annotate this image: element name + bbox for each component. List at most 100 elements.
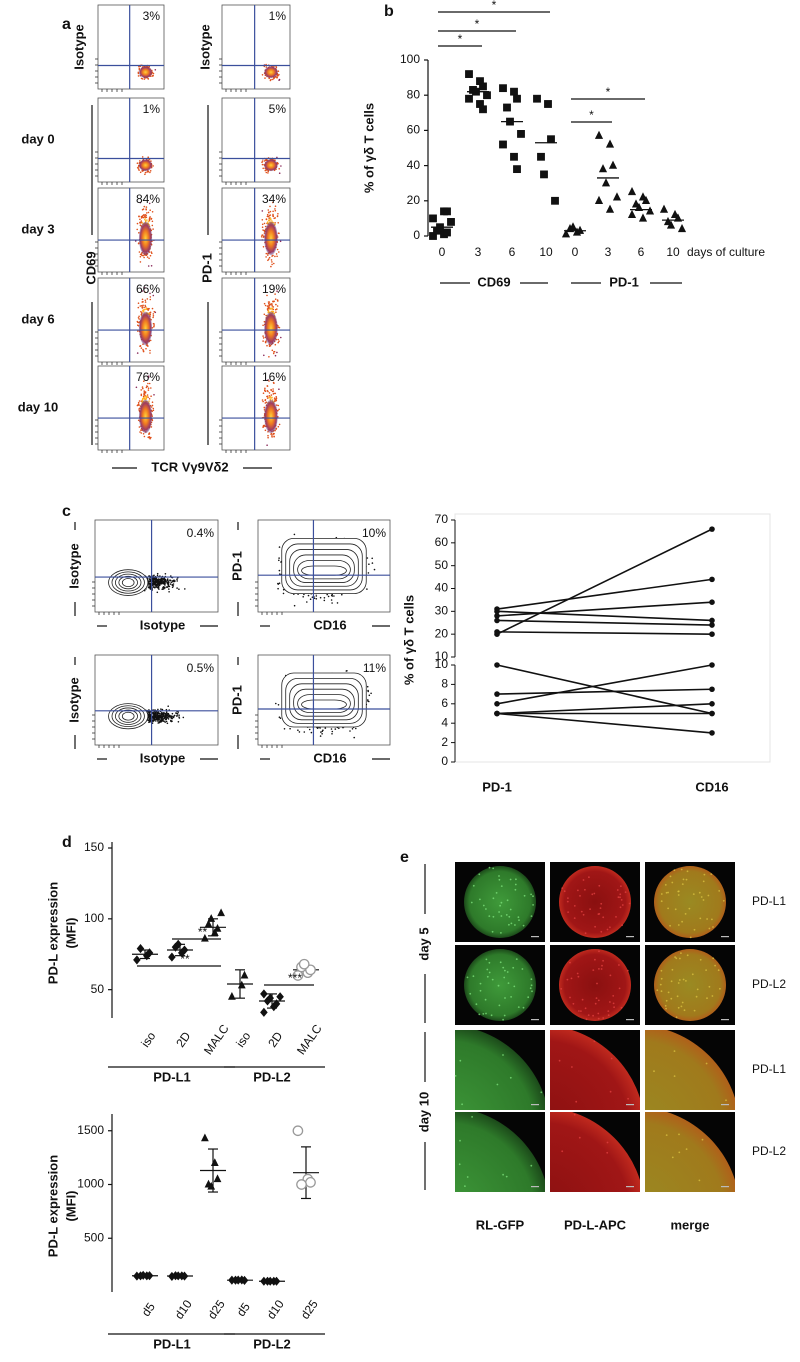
event-dot [266, 172, 268, 174]
event-dot [279, 424, 281, 426]
event-dot [320, 735, 322, 737]
event-dot [267, 172, 269, 174]
event-dot [171, 716, 173, 718]
event-dot [168, 591, 170, 593]
event-dot [279, 570, 281, 572]
event-dot [264, 314, 266, 316]
event-dot [157, 586, 159, 588]
event-dot [172, 584, 174, 586]
event-dot [163, 712, 165, 714]
flow-density [139, 159, 152, 171]
event-dot [294, 534, 296, 536]
event-dot [145, 301, 147, 303]
event-dot [155, 720, 157, 722]
event-dot [136, 229, 138, 231]
event-dot [271, 394, 273, 396]
event-dot [267, 385, 269, 387]
event-dot [268, 212, 270, 214]
event-dot [270, 211, 272, 213]
event-dot [140, 311, 142, 313]
event-dot [275, 398, 277, 400]
x-axis-label: Isotype [140, 617, 186, 632]
event-dot [262, 224, 264, 226]
event-dot [152, 308, 154, 310]
event-dot [172, 580, 174, 582]
event-dot [150, 437, 152, 439]
event-dot [149, 720, 151, 722]
event-dot [306, 601, 308, 603]
event-dot [263, 246, 265, 248]
event-dot [268, 310, 270, 312]
event-dot [161, 713, 163, 715]
event-dot [370, 693, 372, 695]
event-dot [153, 325, 155, 327]
event-dot [138, 72, 140, 74]
day-label: day 3 [21, 221, 54, 236]
event-dot [153, 581, 155, 583]
event-dot [168, 585, 170, 587]
event-dot [150, 312, 152, 314]
event-dot [141, 216, 143, 218]
event-dot [140, 254, 142, 256]
event-dot [272, 350, 274, 352]
event-dot [366, 588, 368, 590]
event-dot [277, 300, 279, 302]
event-dot [264, 388, 266, 390]
event-dot [331, 599, 333, 601]
event-dot [263, 337, 265, 339]
event-dot [277, 213, 279, 215]
x-axis-label: TCR Vγ9Vδ2 [151, 459, 228, 474]
event-dot [141, 432, 143, 434]
flow-density [264, 159, 278, 171]
event-dot [184, 588, 186, 590]
event-dot [267, 214, 269, 216]
event-dot [268, 258, 270, 260]
event-dot [155, 717, 157, 719]
event-dot [278, 70, 280, 72]
event-dot [139, 160, 141, 162]
event-dot [155, 712, 157, 714]
event-dot [270, 396, 272, 398]
event-dot [138, 169, 140, 171]
event-dot [278, 409, 280, 411]
event-dot [265, 402, 267, 404]
event-dot [157, 575, 159, 577]
event-dot [140, 222, 142, 224]
event-dot [137, 162, 139, 164]
event-dot [172, 713, 174, 715]
event-dot [142, 349, 144, 351]
event-dot [137, 321, 139, 323]
event-dot [142, 399, 144, 401]
event-dot [270, 389, 272, 391]
quadrant-percent: 5% [269, 102, 287, 116]
flow-density [139, 66, 152, 78]
event-dot [279, 582, 281, 584]
event-dot [275, 298, 277, 300]
event-dot [156, 718, 158, 720]
event-dot [278, 405, 280, 407]
event-dot [157, 715, 159, 717]
event-dot [147, 298, 149, 300]
event-dot [152, 75, 154, 77]
event-dot [153, 315, 155, 317]
event-dot [170, 720, 172, 722]
event-dot [139, 251, 141, 253]
event-dot [149, 209, 151, 211]
event-dot [152, 717, 154, 719]
event-dot [153, 579, 155, 581]
event-dot [159, 722, 161, 724]
event-dot [167, 705, 169, 707]
event-dot [145, 216, 147, 218]
event-dot [341, 594, 343, 596]
event-dot [139, 431, 141, 433]
event-dot [148, 220, 150, 222]
event-dot [151, 252, 153, 254]
event-dot [266, 253, 268, 255]
event-dot [157, 716, 159, 718]
event-dot [153, 720, 155, 722]
event-dot [367, 686, 369, 688]
event-dot [141, 78, 143, 80]
event-dot [152, 317, 154, 319]
event-dot [158, 713, 160, 715]
